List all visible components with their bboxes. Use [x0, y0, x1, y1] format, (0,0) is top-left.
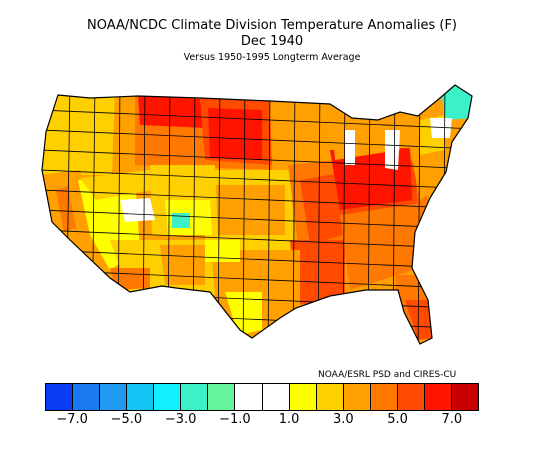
- color-swatch-8: [262, 384, 290, 410]
- color-scale-tick-4: 1.0: [278, 412, 300, 427]
- color-scale-bar: [45, 383, 479, 411]
- color-swatch-11: [343, 384, 371, 410]
- map-date: Dec 1940: [240, 34, 304, 49]
- color-swatch-15: [451, 384, 478, 410]
- color-scale-tick-6: 5.0: [387, 412, 408, 427]
- color-swatch-4: [154, 384, 182, 410]
- division-boundaries: [42, 85, 472, 344]
- color-scale-tick-1: −5.0: [110, 412, 143, 427]
- color-swatch-3: [127, 384, 155, 410]
- color-swatch-9: [289, 384, 317, 410]
- color-swatch-12: [370, 384, 398, 410]
- color-scale-tick-7: 7.0: [441, 412, 463, 427]
- map-title: NOAA/NCDC Climate Division Temperature A…: [86, 18, 458, 33]
- color-swatch-6: [208, 384, 236, 410]
- color-swatch-1: [73, 384, 101, 410]
- color-swatch-10: [316, 384, 344, 410]
- color-scale-tick-5: 3.0: [333, 412, 354, 427]
- color-swatch-7: [235, 384, 263, 410]
- color-scale-tick-2: −3.0: [164, 412, 197, 427]
- us-outline: [41, 84, 473, 345]
- color-swatch-2: [100, 384, 128, 410]
- color-scale-tick-3: −1.0: [219, 412, 251, 427]
- color-scale-tick-0: −7.0: [56, 412, 88, 427]
- color-swatch-14: [424, 384, 452, 410]
- color-swatch-0: [46, 384, 74, 410]
- data-credit: NOAA/ESRL PSD and CIRES-CU: [318, 370, 457, 380]
- map-baseline: Versus 1950-1995 Longterm Average: [183, 52, 361, 63]
- color-swatch-5: [181, 384, 209, 410]
- color-swatch-13: [397, 384, 425, 410]
